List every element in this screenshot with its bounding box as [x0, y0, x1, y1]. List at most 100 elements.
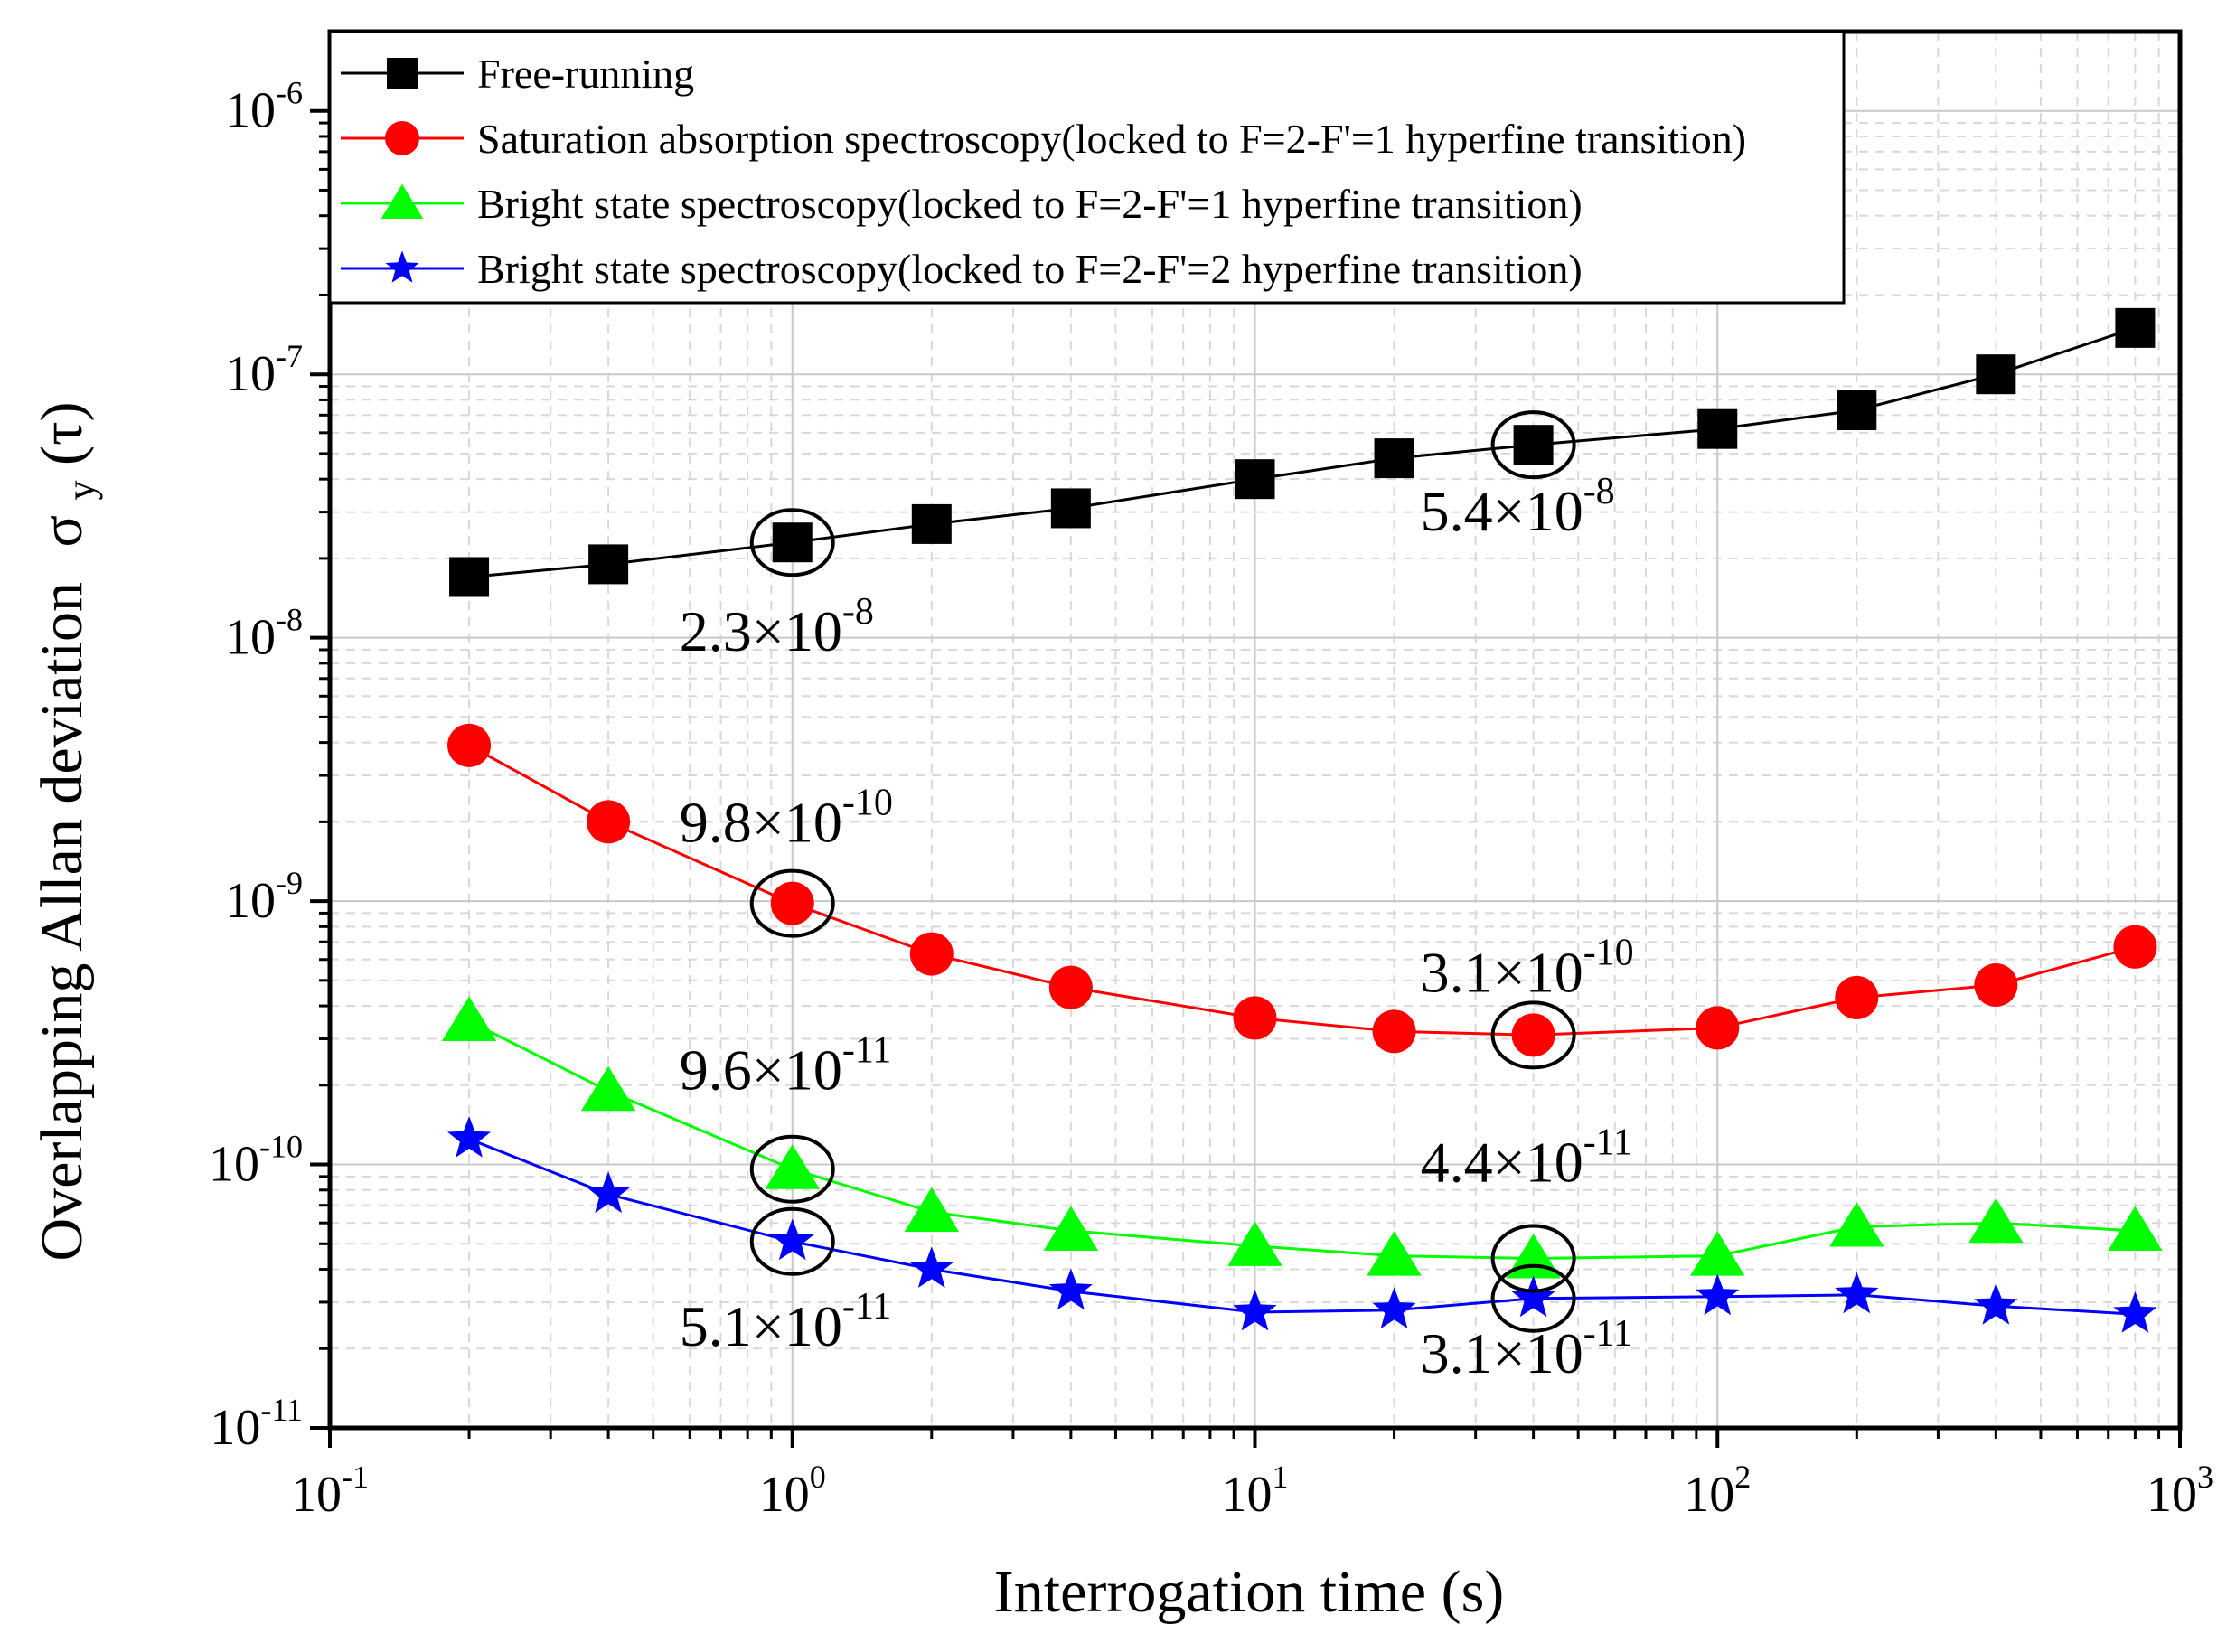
- series-2: [447, 723, 2157, 1057]
- data-point: [904, 1187, 960, 1233]
- data-point: [1235, 459, 1275, 500]
- annotation-label: 2.3×10-8: [680, 591, 874, 663]
- legend-entry-4: Bright state spectroscopy(locked to F=2-…: [341, 246, 1583, 292]
- x-tick-label: 101: [1222, 1459, 1289, 1523]
- data-point: [2108, 1206, 2163, 1251]
- highlight-circle: [749, 1206, 835, 1276]
- y-tick-label: 10-9: [225, 865, 303, 929]
- y-axis-title-arg: (τ): [29, 401, 95, 465]
- x-tick-label: 10-1: [291, 1459, 369, 1523]
- y-tick-label: 10-7: [225, 338, 303, 402]
- data-point: [772, 522, 813, 563]
- legend-entry-2: Saturation absorption spectroscopy(locke…: [341, 116, 1746, 162]
- data-point: [909, 1246, 954, 1288]
- data-point: [770, 881, 814, 925]
- data-point: [447, 723, 492, 767]
- data-point: [765, 1144, 820, 1189]
- y-axis-title-symbol: σ: [29, 515, 95, 548]
- annotation-layer: 2.3×10-8 5.4×10-8 9.8×10-10 3.1×10-10 9.6×10…: [680, 410, 1634, 1385]
- highlight-circle: [1490, 1000, 1576, 1070]
- legend-label: Bright state spectroscopy(locked to F=2-…: [477, 181, 1583, 227]
- series-1: [449, 307, 2156, 597]
- highlight-circle: [1490, 1263, 1576, 1333]
- data-point: [1690, 1231, 1745, 1276]
- data-point: [1837, 390, 1877, 431]
- series-line: [468, 326, 2136, 578]
- data-point: [1511, 1013, 1555, 1057]
- legend: Free-running Saturation absorption spectr…: [328, 30, 1846, 305]
- y-tick-label: 10-10: [209, 1129, 303, 1193]
- data-point: [1233, 1289, 1277, 1331]
- legend-marker: [387, 58, 418, 89]
- data-point: [2113, 925, 2157, 969]
- series-line: [468, 744, 2136, 1037]
- data-point: [1697, 408, 1738, 449]
- data-point: [588, 544, 629, 585]
- series-layer: [441, 307, 2163, 1333]
- data-point: [1511, 1275, 1555, 1318]
- data-point: [1233, 996, 1277, 1040]
- data-point: [1372, 1287, 1416, 1329]
- data-point: [911, 503, 952, 544]
- annotation-label: 9.6×10-11: [680, 1030, 892, 1103]
- data-point: [909, 932, 954, 976]
- series-line: [468, 1137, 2136, 1316]
- data-point: [1829, 1201, 1884, 1247]
- annotation-label: 5.4×10-8: [1421, 471, 1615, 543]
- data-point: [1372, 1009, 1416, 1054]
- x-tick-label: 102: [1684, 1459, 1751, 1523]
- data-point: [2113, 1291, 2157, 1333]
- data-point: [1835, 1272, 1879, 1314]
- data-point: [1043, 1206, 1099, 1251]
- data-point: [1513, 425, 1554, 465]
- x-tick-label: 100: [759, 1459, 826, 1523]
- legend-entry-3: Bright state spectroscopy(locked to F=2-…: [341, 181, 1583, 227]
- series-4: [447, 1116, 2157, 1333]
- series-line: [468, 1019, 2136, 1261]
- data-point: [1050, 488, 1091, 529]
- highlight-circle: [749, 508, 835, 577]
- series-3: [441, 996, 2163, 1279]
- data-point: [1048, 965, 1093, 1009]
- highlight-circle: [749, 1134, 835, 1204]
- data-point: [441, 996, 497, 1041]
- annotation-label: 5.1×10-11: [680, 1286, 892, 1358]
- y-tick-label: 10-8: [225, 602, 303, 666]
- data-point: [1367, 1231, 1422, 1276]
- legend-marker: [385, 121, 419, 155]
- y-axis-title-subscript: y: [59, 480, 103, 500]
- y-axis-title: Overlapping Allan deviation σ y (τ): [29, 401, 108, 1261]
- highlight-circle: [1490, 1224, 1576, 1293]
- data-point: [1974, 962, 2018, 1007]
- data-point: [1974, 1282, 2018, 1325]
- data-point: [447, 1116, 492, 1158]
- data-point: [2115, 307, 2156, 348]
- data-point: [1696, 1273, 1740, 1316]
- annotation-label: 9.8×10-10: [680, 783, 893, 855]
- data-point: [587, 1171, 631, 1214]
- legend-entry-1: Free-running: [341, 51, 694, 97]
- data-point: [770, 1218, 814, 1261]
- legend-box: [328, 30, 1846, 305]
- data-point: [1374, 438, 1414, 479]
- data-point: [1696, 1006, 1740, 1050]
- legend-marker: [385, 250, 419, 283]
- data-point: [587, 800, 631, 844]
- annotation-label: 3.1×10-10: [1421, 932, 1634, 1004]
- legend-label: Bright state spectroscopy(locked to F=2-…: [477, 246, 1583, 292]
- y-axis-title-text: Overlapping Allan deviation: [29, 582, 95, 1262]
- data-point: [1835, 975, 1879, 1019]
- y-tick-label: 10-6: [225, 75, 303, 139]
- data-point: [1227, 1221, 1282, 1266]
- legend-marker: [380, 183, 424, 219]
- svg-text:Overlapping Allan deviation: Overlapping Allan deviation σ y (τ): [29, 401, 108, 1261]
- legend-label: Free-running: [477, 51, 694, 97]
- x-tick-label: 103: [2147, 1459, 2213, 1523]
- data-point: [449, 557, 490, 597]
- data-point: [1976, 354, 2016, 395]
- highlight-circle: [1490, 410, 1576, 480]
- data-point: [580, 1065, 636, 1112]
- legend-label: Saturation absorption spectroscopy(locke…: [477, 116, 1746, 162]
